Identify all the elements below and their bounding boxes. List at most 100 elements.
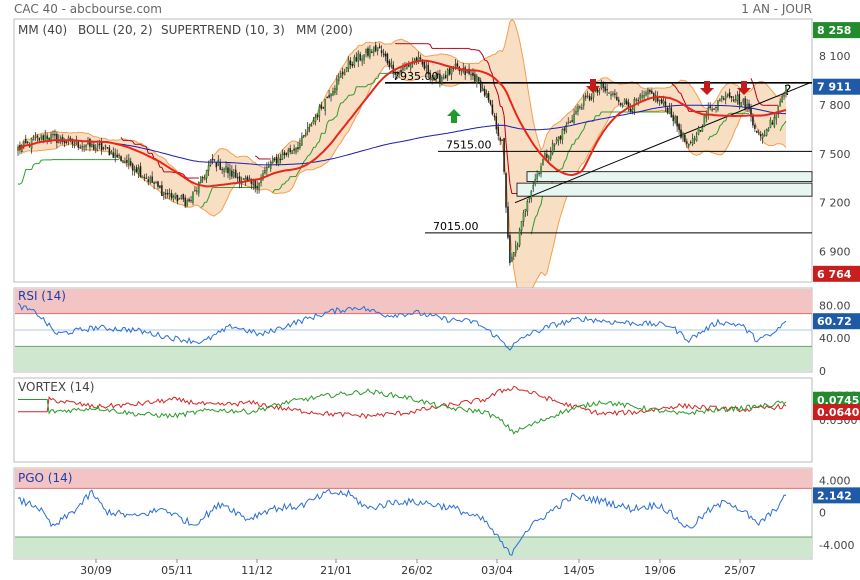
candle-body [577, 106, 579, 112]
candle-body [178, 198, 181, 200]
candle-body [40, 134, 43, 139]
candle-body [124, 161, 126, 163]
candle-body [481, 88, 484, 92]
candle-body [262, 173, 264, 180]
candle-body [588, 96, 591, 101]
supertrend-segment [318, 133, 322, 142]
supertrend-segment [569, 144, 573, 150]
candle-body [192, 192, 194, 203]
candle-body [549, 151, 552, 159]
candle-body [326, 97, 328, 99]
candle-body [444, 74, 447, 79]
pgo-badge-text: 2.142 [817, 489, 852, 502]
candle-body [353, 56, 356, 66]
candle-body [217, 159, 220, 166]
supertrend-segment [317, 141, 320, 144]
candle-body [65, 141, 68, 143]
candle-body [629, 108, 632, 112]
supertrend-segment [182, 173, 186, 178]
candle-body [534, 179, 536, 185]
candle-body [110, 151, 113, 155]
candle-body [583, 96, 585, 106]
candle-body [466, 70, 468, 74]
candle-body [398, 72, 400, 75]
candle-body [17, 147, 19, 151]
candle-body [699, 130, 702, 132]
supertrend-segment [468, 47, 472, 51]
candle-body [478, 77, 480, 82]
candle-body [229, 168, 231, 176]
candle-body [98, 143, 101, 145]
candle-body [312, 120, 315, 124]
x-tick-label: 14/05 [563, 564, 595, 577]
supertrend-segment [682, 98, 686, 103]
candle-body [83, 146, 85, 148]
mm40-line [17, 59, 787, 188]
supertrend-segment [501, 106, 505, 116]
candle-body [390, 63, 393, 66]
candle-body [524, 209, 527, 212]
candle-body [516, 244, 519, 247]
candle-body [540, 166, 542, 174]
supertrend-segment [31, 164, 35, 170]
price-badge [813, 22, 860, 39]
candle-body [703, 115, 706, 127]
supertrend-segment [161, 167, 165, 173]
candle-body [159, 185, 161, 188]
candle-body [660, 99, 663, 104]
candle-body [52, 134, 54, 136]
candle-body [367, 48, 369, 56]
candle-body [756, 130, 758, 133]
candle-body [172, 196, 175, 200]
candle-body [188, 199, 190, 202]
candle-body [336, 78, 338, 91]
supertrend-segment [369, 82, 373, 85]
buy-arrow-icon [447, 109, 461, 123]
candle-body [419, 57, 422, 60]
candle-body [128, 158, 130, 165]
supertrend-segment [342, 99, 346, 104]
supertrend-segment [717, 125, 721, 132]
candle-body [604, 86, 606, 92]
candle-body [108, 147, 111, 156]
candle-body [573, 113, 575, 124]
candle-body [406, 65, 408, 70]
candle-body [345, 67, 348, 72]
supertrend-segment [478, 49, 482, 53]
candle-body [133, 169, 136, 172]
candle-body [157, 181, 159, 187]
supertrend-segment [346, 95, 349, 99]
candle-body [732, 99, 735, 101]
candle-body [301, 135, 303, 146]
vortex-plus-badge-text: 0.0745 [817, 394, 859, 407]
candle-body [287, 149, 290, 155]
candle-body [299, 143, 301, 148]
supertrend-segment [565, 151, 569, 160]
candle-body [441, 77, 443, 84]
candle-body [674, 116, 676, 123]
candle-body [340, 73, 342, 78]
candle-body [291, 150, 293, 154]
supertrend-segment [373, 78, 377, 83]
pgo-line [17, 488, 787, 556]
candle-body [149, 177, 151, 183]
trendline [514, 82, 811, 204]
candle-body [341, 71, 344, 75]
candle-body [392, 64, 395, 74]
supertrend-segment [287, 176, 291, 181]
candle-body [758, 132, 760, 134]
candle-body [194, 190, 196, 192]
supertrend-segment [23, 169, 27, 177]
candle-body [454, 63, 457, 66]
supertrend-segment [486, 60, 489, 64]
candle-body [36, 135, 39, 138]
candle-body [254, 180, 256, 189]
x-tick-label: 19/06 [644, 564, 676, 577]
supertrend-segment [202, 202, 206, 207]
candle-body [761, 134, 764, 139]
candle-body [742, 99, 744, 103]
candle-body [563, 128, 566, 131]
candle-body [89, 138, 91, 147]
candle-body [711, 109, 713, 111]
